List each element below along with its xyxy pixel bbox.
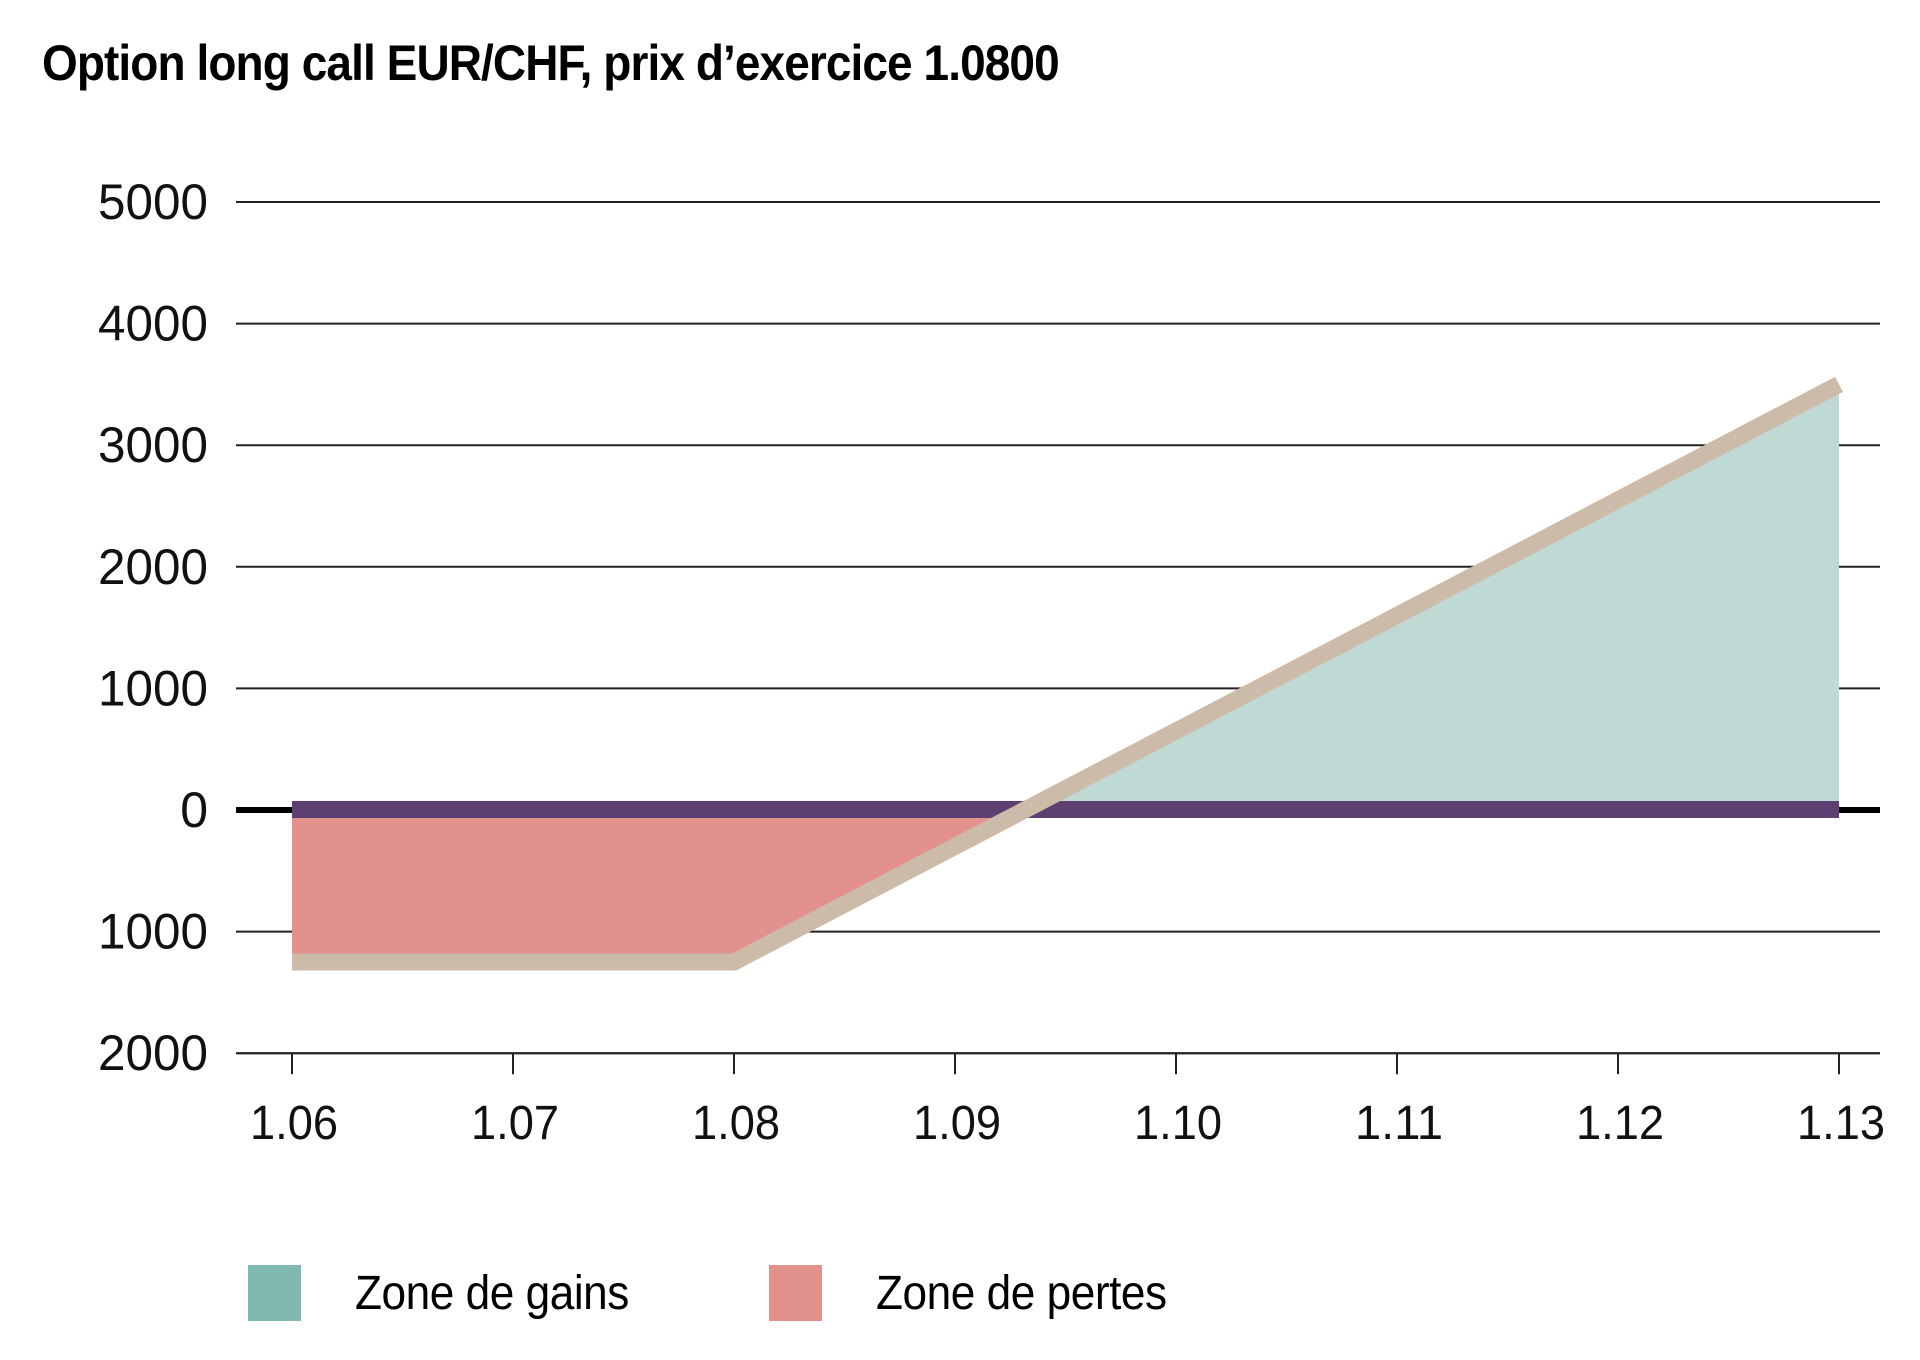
profit-loss-areas [292, 384, 1839, 962]
y-tick-label: 4000 [98, 296, 208, 352]
payoff-line [292, 376, 1843, 971]
x-tick-label: 1.13 [1797, 1097, 1885, 1150]
y-tick-label: 0 [180, 782, 208, 838]
x-tick-label: 1.12 [1576, 1097, 1664, 1150]
x-axis: 1.06 1.07 1.08 1.09 1.10 1.11 1.12 1.13 [236, 1052, 1885, 1150]
x-tick-label: 1.09 [913, 1097, 1001, 1150]
y-tick-label: 2000 [98, 539, 208, 595]
loss-area [292, 810, 1022, 962]
y-tick-label: 1000 [98, 660, 208, 716]
chart-title: Option long call EUR/CHF, prix d’exercic… [42, 35, 1060, 91]
y-axis-labels: 5000 4000 3000 2000 1000 0 1000 2000 [98, 174, 208, 1081]
x-tick-label: 1.08 [692, 1097, 780, 1150]
x-tick-label: 1.06 [250, 1097, 338, 1150]
gains-swatch-icon [248, 1265, 301, 1321]
zero-band [292, 801, 1839, 818]
legend-label-gains: Zone de gains [355, 1266, 629, 1320]
y-tick-label: 5000 [98, 174, 208, 230]
losses-swatch-icon [769, 1265, 822, 1321]
payoff-polyline [292, 376, 1843, 971]
y-tick-label: 1000 [98, 904, 208, 960]
y-tick-label: 3000 [98, 417, 208, 473]
y-tick-label: 2000 [98, 1025, 208, 1081]
legend-label-losses: Zone de pertes [876, 1266, 1167, 1320]
x-tick-label: 1.10 [1134, 1097, 1222, 1150]
legend: Zone de gains Zone de pertes [0, 1265, 1920, 1325]
legend-item-losses: Zone de pertes [769, 1265, 1192, 1321]
legend-item-gains: Zone de gains [248, 1265, 653, 1321]
x-tick-label: 1.07 [471, 1097, 559, 1150]
zero-line [236, 801, 1880, 818]
x-tick-label: 1.11 [1355, 1097, 1443, 1150]
